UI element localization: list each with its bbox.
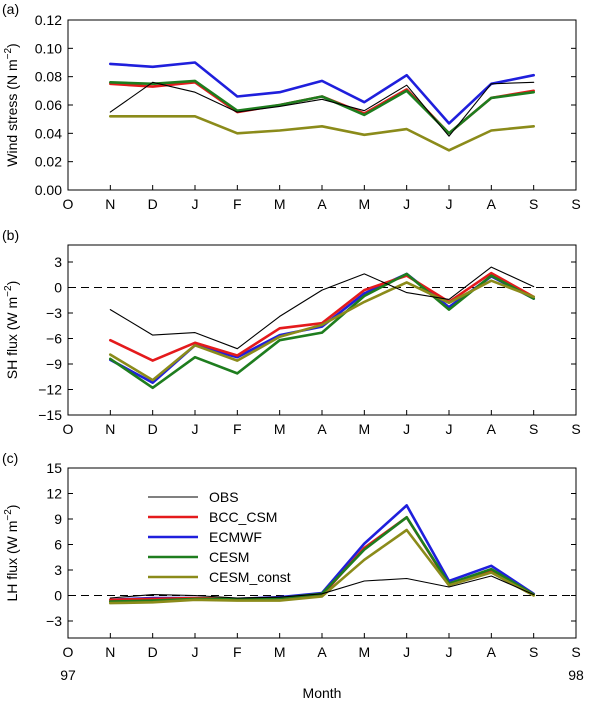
panel-label: (c) [2,450,18,466]
y-tick-label: 0.04 [35,125,62,141]
x-tick-label: A [487,421,497,437]
y-tick-label: 3 [54,562,62,578]
series-line-cesm [109,515,536,603]
x-tick-label: O [63,421,74,437]
y-axis-title: Wind stress (N m−2) [3,43,20,166]
legend: OBS BCC_CSM ECMWF CESM CESM_const [148,489,291,585]
y-tick-label: 0 [54,280,62,296]
panel-label: (a) [2,1,19,17]
legend-label: CESM_const [209,569,291,585]
panel-a: (a) 0.00 0.02 0.04 0.06 0.08 0.10 0.12 O N D J F M A M J… [2,1,581,212]
x-tick-label: J [403,196,410,212]
y-tick-label: −12 [38,382,62,398]
y-tick-label: −15 [38,407,62,423]
legend-label: CESM [209,549,249,565]
series-line-bcc-csm [109,515,536,602]
year-label-end: 98 [568,667,584,683]
series-line-obs [109,575,535,599]
y-tick-label: 12 [46,486,62,502]
series-line-bcc-csm [109,271,536,362]
x-tick-label: S [571,196,580,212]
x-tick-label: M [274,196,286,212]
x-tick-label: N [105,421,115,437]
y-tick-label: −6 [46,331,62,347]
year-label-start: 97 [60,667,76,683]
x-tick-label: J [403,644,410,660]
y-axis-title: SH flux (W m−2) [3,281,20,380]
x-axis-title: Month [303,685,342,701]
x-tick-label: A [487,196,497,212]
y-tick-label: 0.06 [35,97,62,113]
series-line-ecmwf [109,504,536,602]
x-tick-label: F [233,421,242,437]
y-tick-label: −9 [46,356,62,372]
y-tick-label: 15 [46,460,62,476]
legend-label: BCC_CSM [209,509,277,525]
legend-label: OBS [209,489,239,505]
panel-label: (b) [2,227,19,243]
x-tick-label: N [105,644,115,660]
y-tick-label: 0.00 [35,182,62,198]
x-tick-label: M [274,421,286,437]
x-tick-label: F [233,196,242,212]
x-tick-label: M [358,644,370,660]
x-tick-label: D [148,421,158,437]
y-tick-label: 0.02 [35,154,62,170]
y-tick-label: 0 [54,588,62,604]
series-line-cesm [109,79,536,135]
x-tick-label: J [446,196,453,212]
x-tick-label: S [529,421,538,437]
x-tick-label: D [148,196,158,212]
x-tick-label: J [446,644,453,660]
x-tick-label: J [192,421,199,437]
plot-frame [67,467,577,639]
x-tick-label: J [403,421,410,437]
y-tick-label: 9 [54,511,62,527]
x-tick-label: M [274,644,286,660]
y-axis-title: LH flux (W m−2) [3,505,20,602]
x-tick-label: S [529,644,538,660]
series-line-cesm-const [109,115,536,152]
x-tick-label: F [233,644,242,660]
series-line-ecmwf [109,61,536,125]
series-line-obs [109,81,535,137]
series-line-obs [109,266,535,350]
y-tick-label: −3 [46,613,62,629]
x-tick-label: J [192,644,199,660]
x-tick-label: O [63,644,74,660]
series-line-cesm [109,272,536,390]
shared-x-annotations: 97 98 Month [60,667,584,701]
x-tick-label: A [317,644,327,660]
y-tick-label: −3 [46,305,62,321]
x-tick-label: M [358,421,370,437]
x-tick-label: S [529,196,538,212]
x-tick-label: A [317,196,327,212]
x-tick-label: J [446,421,453,437]
legend-label: ECMWF [209,529,262,545]
plot-frame [67,19,577,191]
x-tick-label: D [148,644,158,660]
x-tick-label: M [358,196,370,212]
y-tick-label: 0.12 [35,12,62,28]
series-line-cesm-const [109,279,536,382]
x-tick-label: A [487,644,497,660]
x-tick-label: S [571,421,580,437]
y-tick-label: 3 [54,254,62,270]
y-tick-label: 6 [54,537,62,553]
panel-c: (c) −3 0 3 6 9 12 15 O N D J F M A M J J A S S LH flux (W m−2… [2,450,581,660]
series-line-cesm-const [109,528,536,605]
x-tick-label: N [105,196,115,212]
panel-b: (b) −15 −12 −9 −6 −3 0 3 O N D J F M A M J J A S S SH flux (W… [2,227,581,437]
x-tick-label: O [63,196,74,212]
x-tick-label: J [192,196,199,212]
y-tick-label: 0.08 [35,69,62,85]
x-tick-label: A [317,421,327,437]
y-tick-label: 0.10 [35,40,62,56]
x-tick-label: S [571,644,580,660]
